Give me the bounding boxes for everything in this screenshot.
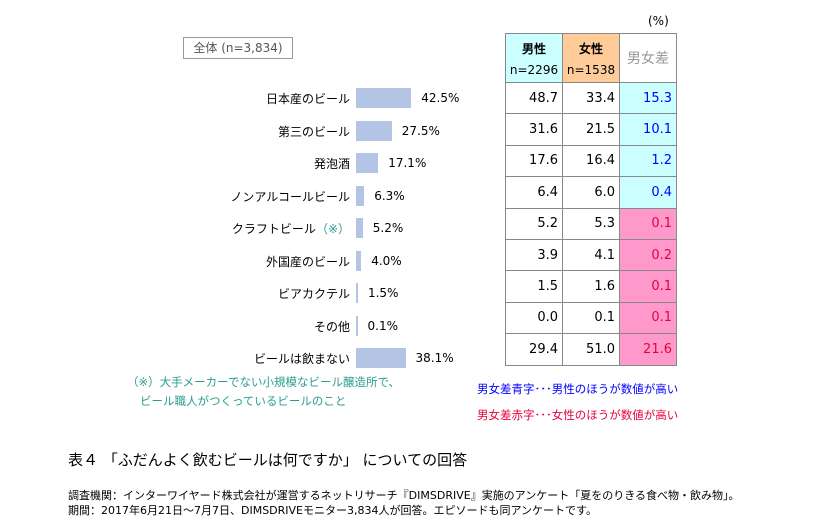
bar — [356, 250, 362, 271]
category-label: ビールは飲まない — [254, 350, 350, 367]
gender-table: 男性 n=2296 女性 n=1538 男女差 48.7 33.4 15.3 31.6 21… — [505, 33, 677, 366]
male-cell: 6.4 — [505, 176, 563, 209]
diff-cell: 1.2 — [619, 144, 677, 178]
category-label: 外国産のビール — [266, 253, 350, 270]
table-row: 31.6 21.5 10.1 — [505, 113, 677, 146]
diff-cell: 0.4 — [619, 176, 677, 209]
male-cell: 17.6 — [505, 144, 563, 178]
table-row: 6.4 6.0 0.4 — [505, 176, 677, 209]
male-cell: 1.5 — [505, 270, 563, 303]
female-cell: 16.4 — [562, 144, 620, 178]
male-cell: 48.7 — [505, 81, 563, 115]
table-header-row: 男性 n=2296 女性 n=1538 男女差 — [505, 33, 677, 83]
female-cell: 5.3 — [562, 207, 620, 240]
diff-cell: 0.2 — [619, 238, 677, 272]
value-label: 0.1% — [367, 318, 399, 333]
legend-red: 男女差赤字･･･女性のほうが数値が高い — [477, 408, 679, 422]
category-label: 日本産のビール — [266, 90, 350, 107]
category-text: ビールは飲まない — [253, 352, 350, 366]
category-label: クラフトビール（※） — [232, 220, 350, 237]
table-row: 48.7 33.4 15.3 — [505, 81, 677, 115]
diff-cell: 0.1 — [619, 207, 677, 240]
footnote-line: ビール職人がつくっているビールのこと — [140, 394, 347, 408]
diff-cell: 0.1 — [619, 301, 677, 335]
category-text: ビアカクテル — [277, 287, 350, 301]
header-diff: 男女差 — [619, 33, 677, 83]
female-cell: 4.1 — [562, 238, 620, 272]
header-female: 女性 n=1538 — [562, 33, 620, 83]
category-text: 発泡酒 — [313, 157, 350, 171]
male-cell: 0.0 — [505, 301, 563, 335]
female-cell: 6.0 — [562, 176, 620, 209]
category-text: クラフトビール — [231, 222, 316, 236]
unit-label: (%) — [648, 14, 669, 28]
female-cell: 21.5 — [562, 113, 620, 146]
category-text: 第三のビール — [277, 124, 350, 139]
table-row: 1.5 1.6 0.1 — [505, 270, 677, 303]
category-text: 日本産のビール — [265, 92, 350, 106]
bar — [356, 153, 379, 173]
category-note: （※） — [315, 222, 350, 236]
value-label: 27.5% — [401, 123, 440, 138]
value-label: 1.5% — [367, 286, 399, 300]
table-row: 0.0 0.1 0.1 — [505, 301, 677, 335]
caption: 表４ 「ふだんよく飲むビールは何ですか」 についての回答 — [68, 451, 468, 469]
male-cell: 29.4 — [505, 333, 563, 366]
diff-cell: 21.6 — [619, 333, 677, 366]
bar — [356, 185, 365, 206]
male-cell: 5.2 — [505, 207, 563, 240]
footer-line: 期間：2017年6月21日～7月7日、DIMSDRIVEモニター3,834人が回… — [68, 504, 597, 517]
header-male: 男性 n=2296 — [505, 33, 563, 83]
bar — [356, 88, 412, 108]
value-label: 42.5% — [421, 91, 460, 105]
value-label: 4.0% — [371, 253, 402, 268]
category-text: ノンアルコールビール — [230, 189, 350, 204]
bar — [356, 283, 358, 303]
category-label: ビアカクテル — [278, 285, 350, 302]
table-row: 3.9 4.1 0.2 — [505, 238, 677, 272]
diff-cell: 10.1 — [619, 113, 677, 146]
category-text: 外国産のビール — [265, 254, 350, 269]
bar — [356, 120, 392, 141]
total-badge: 全体 (n=3,834) — [183, 37, 293, 59]
diff-cell: 15.3 — [619, 81, 677, 115]
value-label: 38.1% — [415, 351, 454, 365]
bar — [356, 315, 358, 336]
footnote-line: （※）大手メーカーでない小規模なビール醸造所で、 — [127, 375, 400, 389]
category-label: 第三のビール — [278, 123, 350, 140]
male-cell: 3.9 — [505, 238, 563, 272]
value-label: 6.3% — [374, 188, 405, 203]
table-row: 17.6 16.4 1.2 — [505, 144, 677, 178]
category-text: その他 — [313, 319, 350, 334]
female-cell: 33.4 — [562, 81, 620, 115]
female-cell: 51.0 — [562, 333, 620, 366]
value-label: 17.1% — [388, 156, 427, 170]
female-cell: 1.6 — [562, 270, 620, 303]
bar — [356, 218, 363, 238]
category-label: ノンアルコールビール — [230, 188, 350, 205]
table-row: 5.2 5.3 0.1 — [505, 207, 677, 240]
legend-blue: 男女差青字･･･男性のほうが数値が高い — [477, 382, 679, 396]
value-label: 5.2% — [372, 221, 404, 235]
category-label: その他 — [314, 318, 350, 335]
diff-cell: 0.1 — [619, 270, 677, 303]
female-cell: 0.1 — [562, 301, 620, 335]
footnote: （※）大手メーカーでない小規模なビール醸造所で、 ビール職人がつくっているビール… — [127, 374, 400, 409]
category-label: 発泡酒 — [314, 155, 350, 172]
bar — [356, 348, 406, 368]
footer-line: 調査機関：インターワイヤード株式会社が運営するネットリサーチ『DIMSDRIVE… — [68, 489, 740, 502]
table-row: 29.4 51.0 21.6 — [505, 333, 677, 366]
male-cell: 31.6 — [505, 113, 563, 146]
